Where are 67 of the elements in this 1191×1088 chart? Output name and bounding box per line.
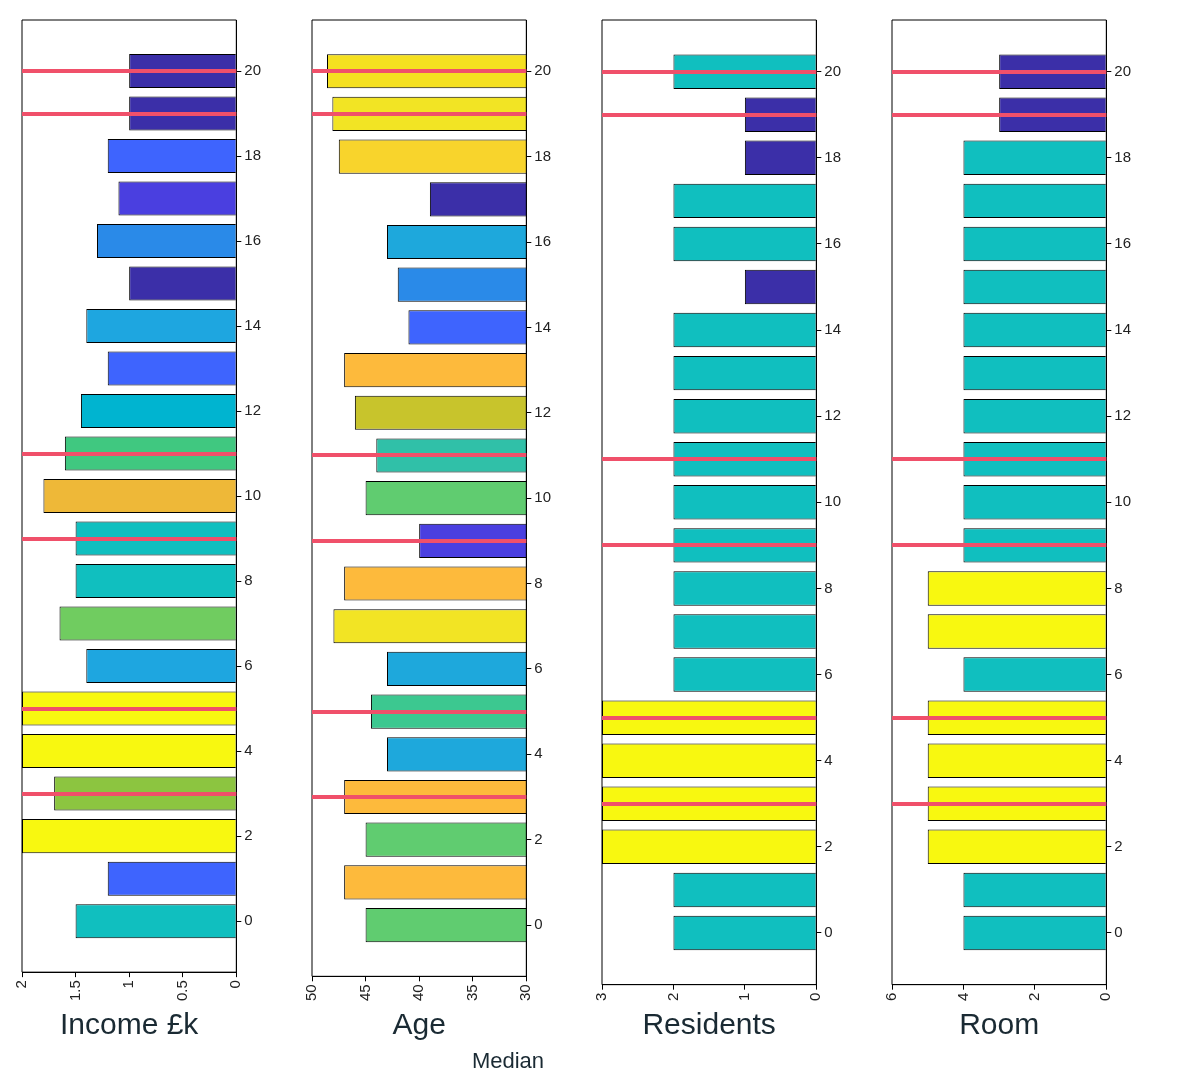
y-tick-label: 4 <box>1114 750 1123 768</box>
x-tick-label: 30 <box>516 984 534 1001</box>
text: Median <box>470 1048 546 1074</box>
y-tick-label: 6 <box>244 656 253 674</box>
x-tick-label: 1 <box>119 980 137 989</box>
y-tick-label: 10 <box>824 492 841 510</box>
y-tick-label: 4 <box>244 741 253 759</box>
x-tick-label: 3 <box>592 992 610 1001</box>
y-tick-label: 16 <box>824 234 841 252</box>
y-tick-label: 2 <box>244 826 253 844</box>
y-tick-label: 8 <box>1114 578 1123 596</box>
y-tick-label: 12 <box>534 402 551 420</box>
y-tick-label: 18 <box>1114 147 1131 165</box>
x-tick-label: 0.5 <box>172 980 190 1002</box>
x-tick-label: 45 <box>355 984 373 1001</box>
y-tick-label: 18 <box>824 147 841 165</box>
y-tick-label: 8 <box>534 573 543 591</box>
y-tick-label: 20 <box>534 61 551 79</box>
y-tick-label: 4 <box>824 750 833 768</box>
x-tick-label: 0 <box>226 980 244 989</box>
y-tick-label: 14 <box>1114 320 1131 338</box>
y-tick-label: 10 <box>534 488 551 506</box>
y-tick-label: 18 <box>244 146 261 164</box>
y-tick-label: 18 <box>534 146 551 164</box>
y-tick-label: 4 <box>534 744 543 762</box>
y-tick-label: 0 <box>1114 923 1123 941</box>
y-tick-label: 14 <box>534 317 551 335</box>
x-tick-label: 50 <box>302 984 320 1001</box>
x-tick-label: 4 <box>953 992 971 1001</box>
y-tick-label: 8 <box>244 571 253 589</box>
x-tick-label: 1.5 <box>65 980 83 1002</box>
y-tick-label: 14 <box>824 320 841 338</box>
y-tick-label: 16 <box>1114 234 1131 252</box>
y-tick-label: 10 <box>1114 492 1131 510</box>
y-tick-label: 20 <box>824 61 841 79</box>
y-tick-label: 12 <box>244 401 261 419</box>
y-tick-label: 2 <box>1114 836 1123 854</box>
y-tick-label: 12 <box>1114 406 1131 424</box>
x-tick-label: 0 <box>806 992 824 1001</box>
y-tick-label: 8 <box>824 578 833 596</box>
x-tick-label: 35 <box>462 984 480 1001</box>
x-tick-label: 6 <box>882 992 900 1001</box>
y-tick-label: 12 <box>824 406 841 424</box>
y-tick-label: 0 <box>244 911 253 929</box>
y-tick-label: 6 <box>534 659 543 677</box>
y-tick-label: 14 <box>244 316 261 334</box>
y-tick-label: 0 <box>534 915 543 933</box>
y-tick-label: 10 <box>244 486 261 504</box>
x-tick-label: 2 <box>1025 992 1043 1001</box>
x-tick-label: 2 <box>12 980 30 989</box>
x-tick-label: 40 <box>409 984 427 1001</box>
y-tick-label: 6 <box>824 664 833 682</box>
x-axis-title: Income £k <box>59 1007 200 1041</box>
y-tick-label: 20 <box>1114 61 1131 79</box>
x-tick-label: 0 <box>1096 992 1114 1001</box>
y-tick-label: 2 <box>534 829 543 847</box>
x-tick-label: 1 <box>735 992 753 1001</box>
y-tick-label: 6 <box>1114 664 1123 682</box>
x-axis-title: Age <box>392 1007 446 1041</box>
x-axis-title: Room <box>959 1007 1040 1041</box>
y-tick-label: 0 <box>824 923 833 941</box>
y-tick-label: 16 <box>534 232 551 250</box>
y-tick-label: 16 <box>244 231 261 249</box>
y-tick-label: 20 <box>244 61 261 79</box>
y-tick-label: 2 <box>824 836 833 854</box>
x-tick-label: 2 <box>663 992 681 1001</box>
x-axis-title: Residents <box>642 1007 776 1041</box>
